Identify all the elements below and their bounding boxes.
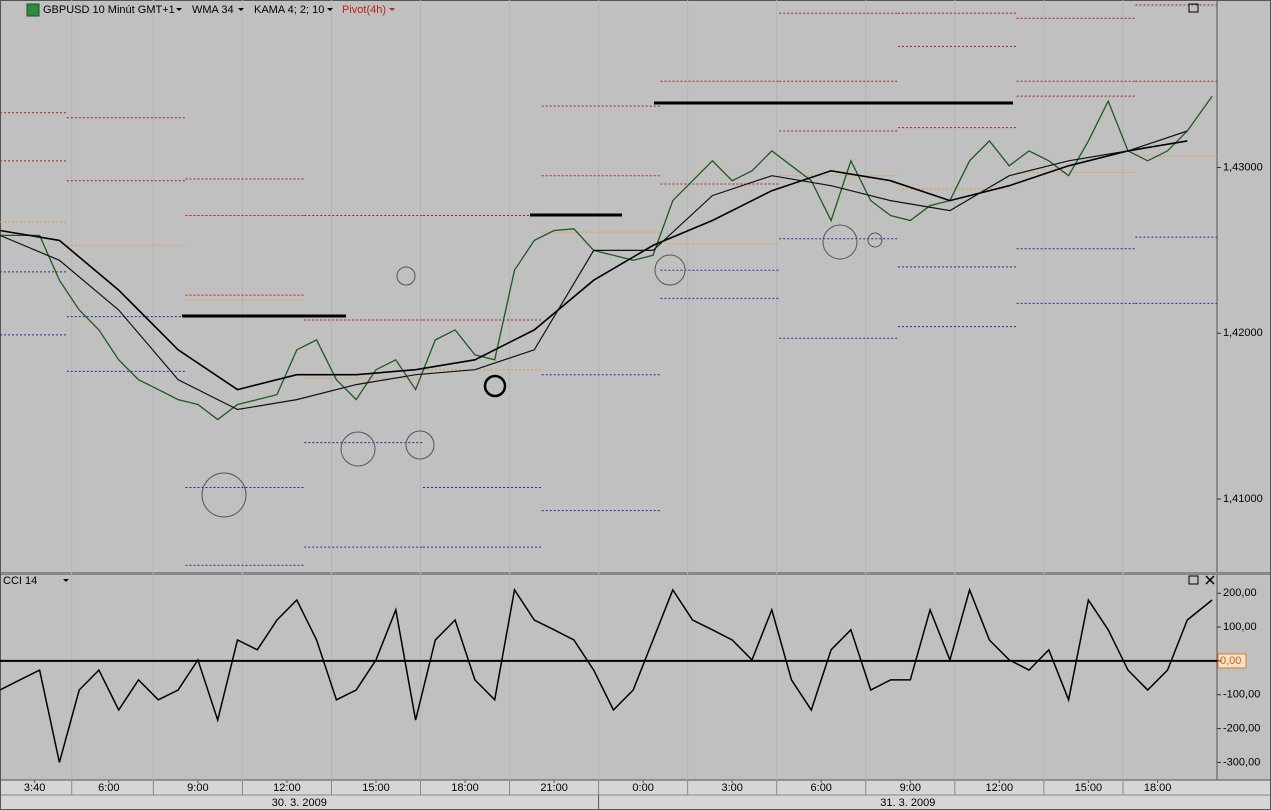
plot <box>0 4 1217 763</box>
x-tick-label: 3:40 <box>24 782 45 794</box>
x-tick-label: 18:00 <box>1144 782 1172 794</box>
y-tick-label: 1,43000 <box>1223 161 1263 173</box>
circle-mark <box>396 266 416 286</box>
x-tick-label: 6:00 <box>811 782 832 794</box>
circle-mark <box>201 472 247 518</box>
legend: GBPUSD 10 Minút GMT+1 WMA 34 KAMA 4; 2; … <box>3 3 1215 587</box>
dropdown[interactable] <box>176 8 182 11</box>
y-tick-label: 200,00 <box>1223 587 1257 599</box>
x-tick-label: 6:00 <box>98 782 119 794</box>
y-tick-label: 0,00 <box>1220 655 1241 667</box>
x-tick-label: 15:00 <box>362 782 390 794</box>
indicator-title[interactable]: CCI 14 <box>3 575 37 587</box>
indicator-line <box>0 130 1188 411</box>
x-tick-label: 21:00 <box>540 782 568 794</box>
grid <box>71 0 1124 780</box>
panel-divider <box>0 572 1271 575</box>
price-line <box>0 95 1213 421</box>
indicator-line <box>0 140 1188 391</box>
y-tick-label: 1,42000 <box>1223 327 1263 339</box>
y-tick-label: 1,41000 <box>1223 493 1263 505</box>
maximize-button[interactable] <box>1188 575 1199 585</box>
close-button[interactable] <box>1205 575 1215 585</box>
date-label: 30. 3. 2009 <box>272 797 327 809</box>
circle-mark <box>340 431 376 467</box>
circle-mark <box>654 254 686 286</box>
dropdown[interactable] <box>389 8 395 11</box>
x-tick-label: 15:00 <box>1075 782 1103 794</box>
maximize-button[interactable] <box>1188 3 1199 13</box>
y-tick-label: 100,00 <box>1223 621 1257 633</box>
circle-mark <box>483 374 507 398</box>
x-tick-label: 3:00 <box>721 782 742 794</box>
circle-mark <box>867 232 883 248</box>
dropdown[interactable] <box>63 579 69 582</box>
legend-entry[interactable]: Pivot(4h) <box>342 4 386 16</box>
instrument-icon <box>26 3 40 17</box>
x-tick-label: 18:00 <box>451 782 479 794</box>
cci-line <box>0 587 1213 763</box>
x-tick-label: 9:00 <box>900 782 921 794</box>
dropdown[interactable] <box>327 8 333 11</box>
legend-entry[interactable]: KAMA 4; 2; 10 <box>254 4 324 16</box>
x-tick-label: 0:00 <box>632 782 653 794</box>
y-tick-label: -200,00 <box>1223 722 1260 734</box>
dropdown[interactable] <box>238 8 244 11</box>
x-tick-label: 12:00 <box>986 782 1014 794</box>
date-label: 31. 3. 2009 <box>880 797 935 809</box>
legend-entry[interactable]: WMA 34 <box>192 4 234 16</box>
annotations <box>182 101 1013 518</box>
instrument-title[interactable]: GBPUSD 10 Minút GMT+1 <box>43 4 175 16</box>
x-tick-label: 12:00 <box>273 782 301 794</box>
x-tick-label: 9:00 <box>187 782 208 794</box>
y-tick-label: -100,00 <box>1223 689 1260 701</box>
y-tick-label: -300,00 <box>1223 756 1260 768</box>
circle-mark <box>822 224 858 260</box>
circle-mark <box>405 430 435 460</box>
